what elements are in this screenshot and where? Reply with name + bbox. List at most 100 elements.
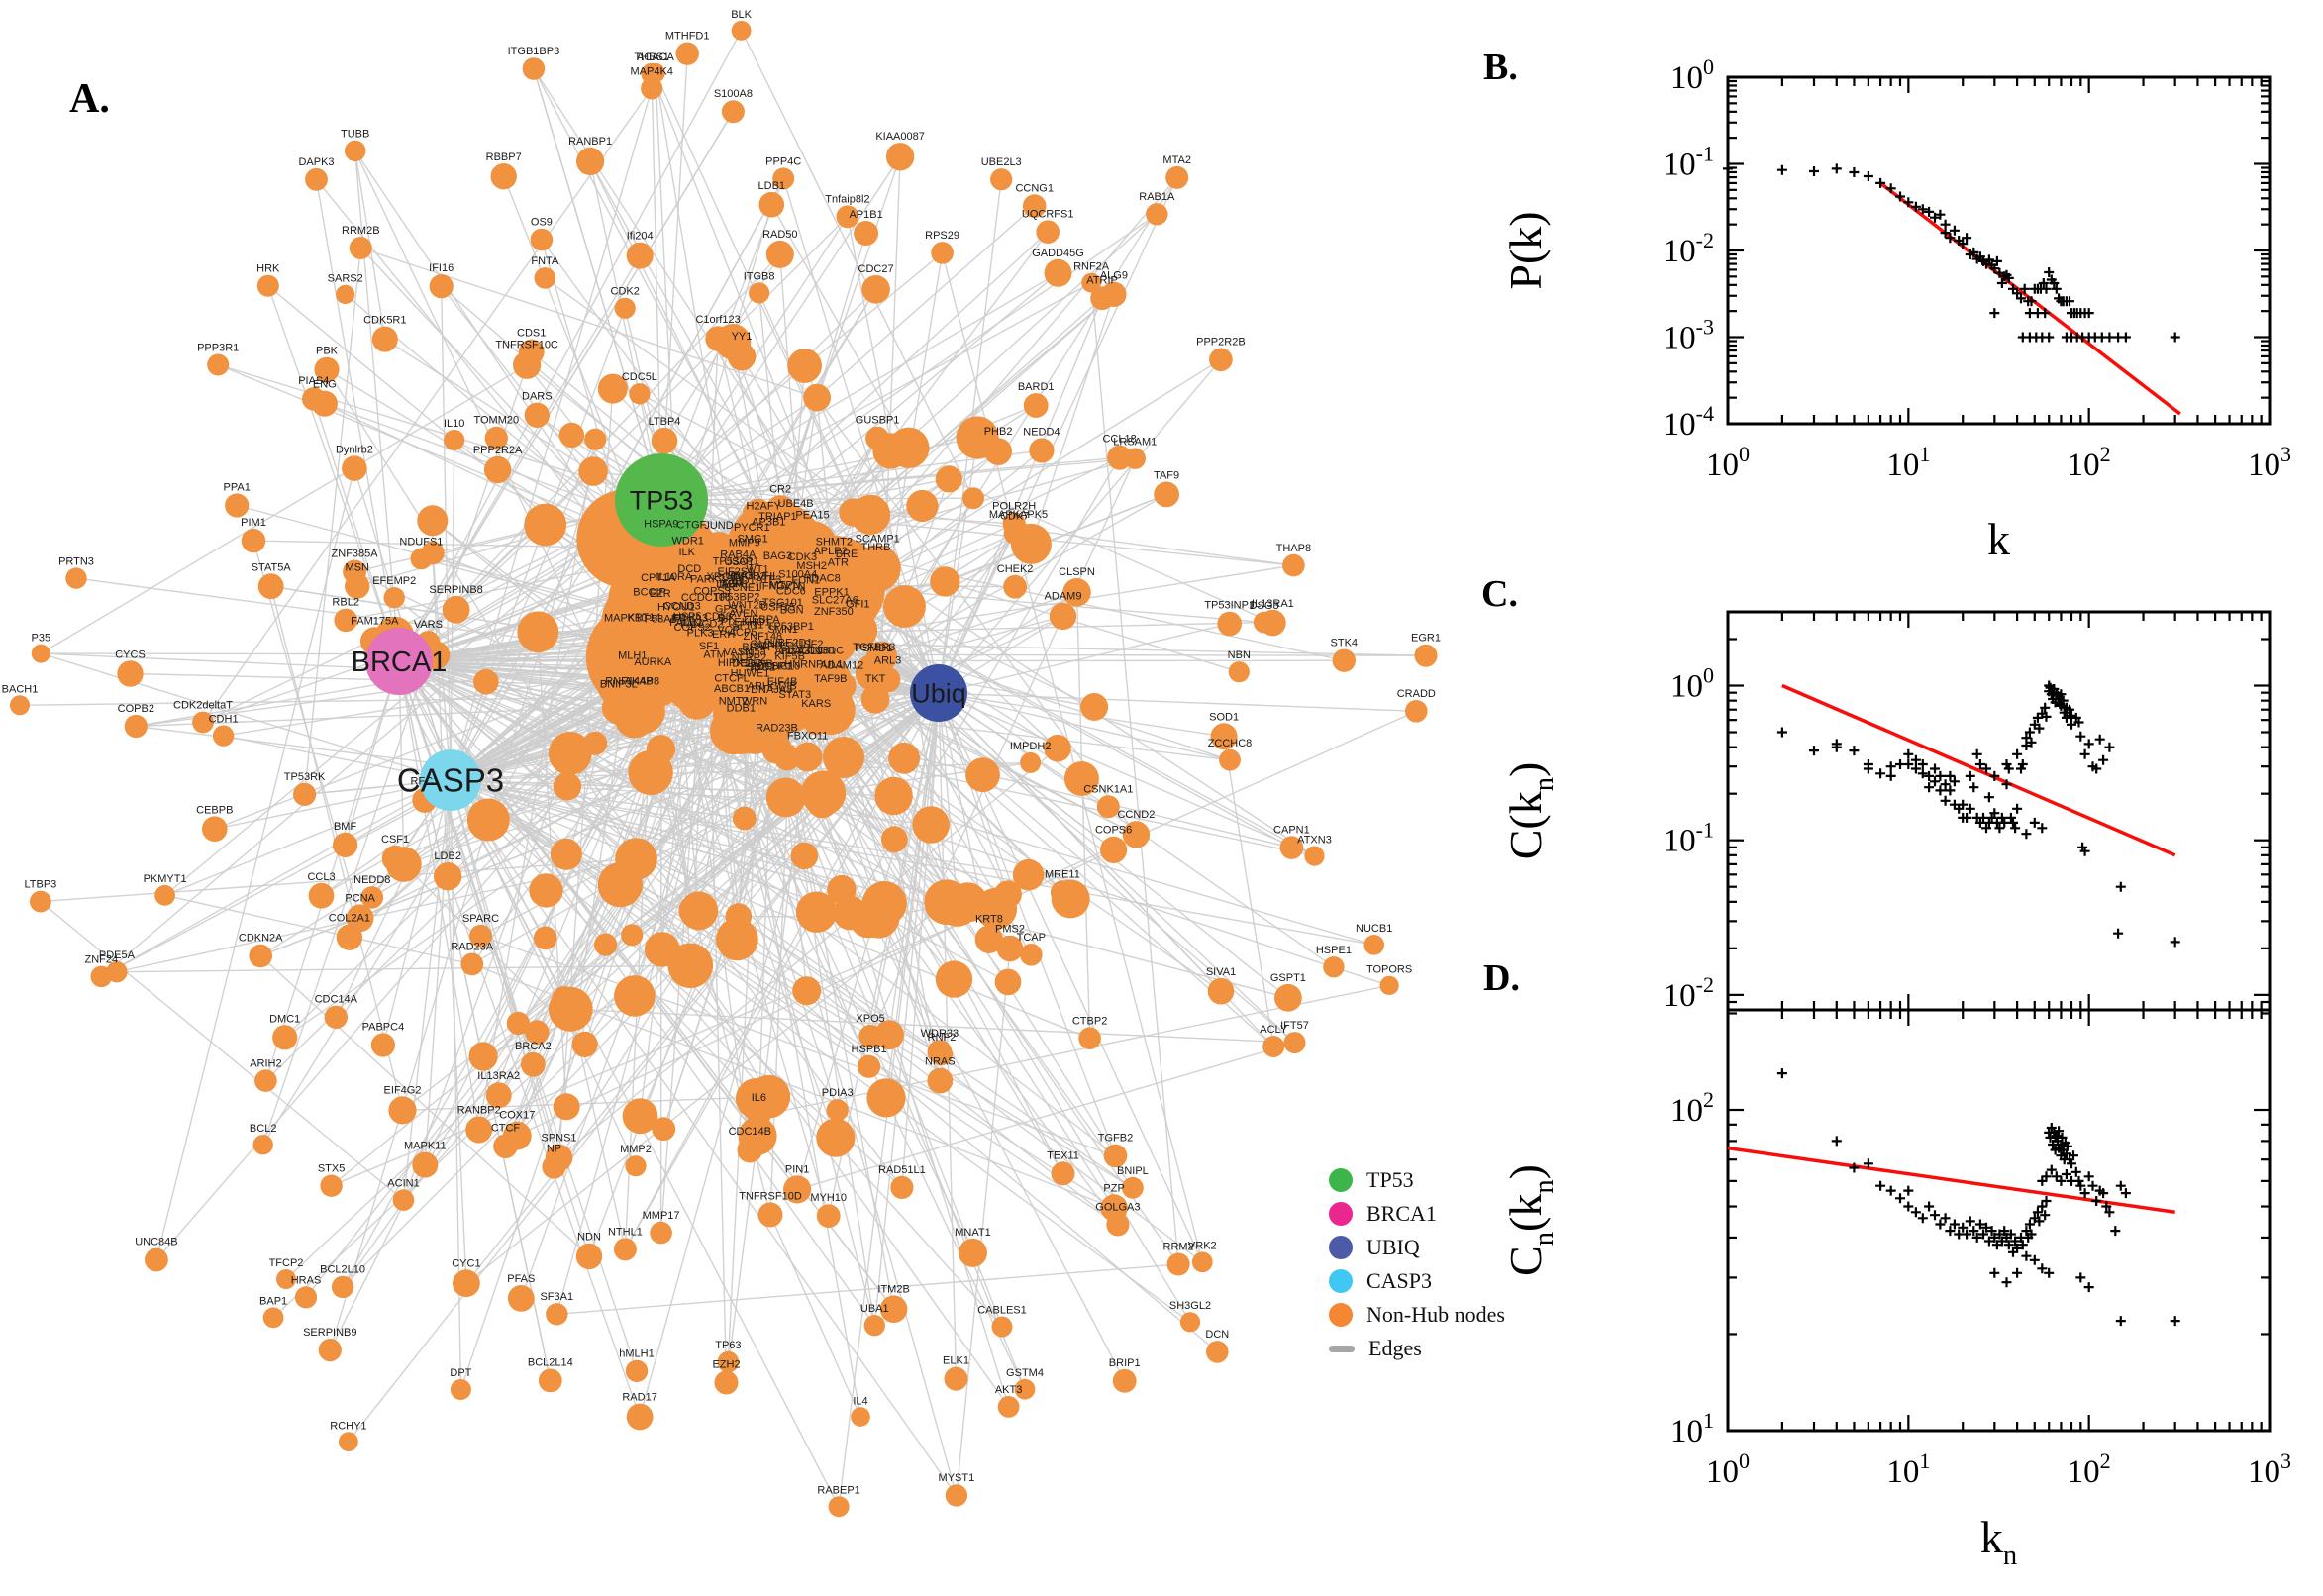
network-node[interactable]	[682, 579, 722, 619]
network-node[interactable]	[256, 274, 279, 297]
network-node[interactable]	[1179, 1312, 1201, 1333]
network-node[interactable]	[747, 1074, 791, 1119]
network-node[interactable]	[816, 1204, 841, 1228]
network-node[interactable]	[714, 1370, 739, 1395]
network-node[interactable]	[849, 899, 888, 939]
network-node[interactable]	[521, 1051, 546, 1077]
network-node[interactable]	[732, 806, 757, 831]
network-node[interactable]	[1022, 194, 1047, 218]
network-node[interactable]	[1044, 258, 1072, 287]
network-node[interactable]	[485, 1082, 512, 1109]
network-node[interactable]	[795, 891, 838, 933]
network-node[interactable]	[945, 1484, 968, 1507]
network-node[interactable]	[625, 1155, 647, 1177]
network-node[interactable]	[1332, 648, 1357, 672]
network-node[interactable]	[1096, 795, 1120, 819]
network-node[interactable]	[545, 1144, 573, 1172]
hub-node-brca1[interactable]	[365, 628, 433, 695]
network-node[interactable]	[314, 356, 340, 382]
network-node[interactable]	[154, 884, 176, 906]
network-node[interactable]	[1191, 1251, 1213, 1273]
network-node[interactable]	[1154, 481, 1179, 508]
network-node[interactable]	[1379, 975, 1399, 996]
network-node[interactable]	[614, 975, 656, 1017]
network-node[interactable]	[1219, 748, 1241, 771]
network-node[interactable]	[294, 1286, 318, 1309]
network-node[interactable]	[575, 1243, 603, 1270]
network-node[interactable]	[888, 742, 920, 774]
network-node[interactable]	[576, 147, 605, 176]
network-node[interactable]	[1165, 165, 1189, 189]
network-node[interactable]	[31, 644, 50, 663]
network-node[interactable]	[442, 595, 470, 624]
network-node[interactable]	[758, 613, 799, 654]
network-node[interactable]	[1101, 281, 1127, 307]
network-node[interactable]	[1003, 574, 1027, 599]
network-node[interactable]	[650, 1221, 672, 1245]
network-node[interactable]	[1100, 836, 1128, 864]
network-node[interactable]	[906, 489, 939, 523]
network-node[interactable]	[787, 349, 822, 383]
network-node[interactable]	[117, 660, 144, 687]
network-node[interactable]	[626, 242, 654, 269]
network-node[interactable]	[1020, 751, 1042, 773]
network-node[interactable]	[874, 1020, 904, 1050]
network-node[interactable]	[1364, 935, 1384, 955]
network-node[interactable]	[735, 533, 769, 567]
hub-node-tp53[interactable]	[615, 453, 708, 547]
network-node[interactable]	[548, 986, 593, 1032]
network-node[interactable]	[417, 505, 449, 537]
network-node[interactable]	[675, 42, 699, 65]
network-node[interactable]	[334, 608, 358, 633]
network-node[interactable]	[699, 532, 739, 570]
network-node[interactable]	[538, 1368, 562, 1393]
network-node[interactable]	[345, 573, 370, 599]
network-node[interactable]	[783, 1175, 812, 1204]
network-node[interactable]	[1012, 858, 1045, 891]
network-node[interactable]	[749, 282, 770, 304]
network-node[interactable]	[1283, 1032, 1306, 1054]
network-node[interactable]	[717, 1350, 740, 1373]
network-node[interactable]	[507, 1285, 535, 1312]
network-node[interactable]	[124, 714, 148, 739]
network-node[interactable]	[349, 237, 372, 259]
network-node[interactable]	[1103, 1144, 1128, 1168]
network-node[interactable]	[318, 1339, 342, 1362]
network-node[interactable]	[800, 770, 847, 816]
hub-node-ubiq[interactable]	[910, 664, 967, 722]
network-node[interactable]	[930, 566, 960, 597]
network-node[interactable]	[762, 672, 788, 698]
network-node[interactable]	[30, 890, 51, 913]
network-node[interactable]	[553, 1093, 580, 1121]
network-node[interactable]	[444, 429, 465, 451]
network-node[interactable]	[597, 373, 628, 404]
network-node[interactable]	[517, 611, 559, 653]
network-node[interactable]	[502, 1121, 532, 1150]
network-node[interactable]	[880, 826, 908, 853]
network-node[interactable]	[1078, 1027, 1101, 1049]
network-node[interactable]	[392, 1189, 415, 1211]
network-node[interactable]	[522, 57, 546, 80]
network-node[interactable]	[944, 1366, 968, 1391]
network-node[interactable]	[828, 1496, 850, 1518]
network-node[interactable]	[1020, 944, 1043, 966]
network-node[interactable]	[740, 657, 766, 685]
network-node[interactable]	[725, 903, 753, 930]
network-node[interactable]	[718, 599, 751, 633]
network-node[interactable]	[370, 1033, 395, 1057]
network-node[interactable]	[710, 707, 758, 754]
network-node[interactable]	[823, 737, 864, 778]
network-node[interactable]	[257, 573, 284, 600]
network-node[interactable]	[513, 350, 542, 379]
network-node[interactable]	[546, 1303, 568, 1326]
network-node[interactable]	[10, 695, 30, 716]
network-node[interactable]	[1206, 1341, 1229, 1363]
network-node[interactable]	[1049, 602, 1077, 631]
network-node[interactable]	[558, 422, 585, 449]
network-node[interactable]	[1106, 1213, 1130, 1237]
network-node[interactable]	[331, 1275, 354, 1299]
network-node[interactable]	[1051, 879, 1090, 919]
network-node[interactable]	[773, 744, 801, 771]
network-node[interactable]	[1207, 977, 1235, 1005]
network-node[interactable]	[668, 674, 705, 710]
